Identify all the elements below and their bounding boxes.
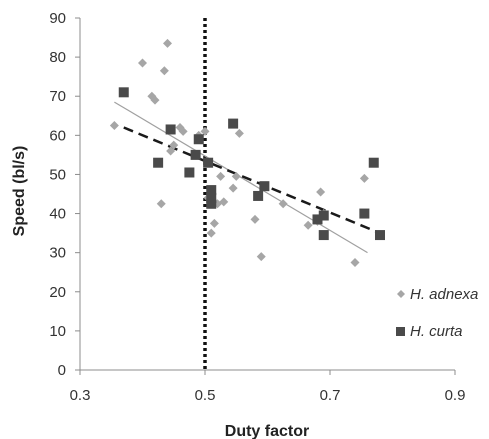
data-point-h-adnexa <box>303 220 313 230</box>
data-point-h-adnexa <box>219 197 229 207</box>
x-axis-ticks: 0.3 0.5 0.7 0.9 <box>70 370 466 404</box>
data-point-h-curta <box>359 208 370 219</box>
data-point-h-curta <box>318 210 329 221</box>
data-point-h-adnexa <box>178 126 188 136</box>
legend-label-h-adnexa: H. adnexa <box>410 286 478 303</box>
y-tick-label: 20 <box>49 284 66 301</box>
data-point-h-curta <box>206 185 217 196</box>
data-point-h-curta <box>318 230 329 241</box>
legend-marker-h-curta <box>396 327 405 336</box>
data-point-h-curta <box>206 192 217 203</box>
trendline-h-curta <box>123 126 381 235</box>
data-point-h-curta <box>190 149 201 160</box>
y-tick-label: 80 <box>49 49 66 66</box>
data-point-h-adnexa <box>234 128 244 138</box>
plot-area <box>79 18 455 371</box>
data-point-h-curta <box>206 198 217 209</box>
y-tick-label: 40 <box>49 206 66 223</box>
data-point-h-adnexa <box>163 38 172 48</box>
legend-label-h-curta: H. curta <box>410 323 463 340</box>
data-point-h-adnexa <box>231 171 241 181</box>
data-point-h-adnexa <box>316 187 326 197</box>
data-point-h-curta <box>184 167 195 178</box>
y-tick-label: 60 <box>49 127 66 144</box>
y-tick-label: 90 <box>49 10 66 27</box>
data-point-h-adnexa <box>159 66 169 76</box>
y-tick-label: 10 <box>49 323 66 340</box>
data-point-h-curta <box>259 181 270 192</box>
data-point-h-adnexa <box>206 228 216 238</box>
data-point-h-adnexa <box>156 199 166 209</box>
data-point-h-adnexa <box>150 95 160 105</box>
y-tick-label: 70 <box>49 88 66 105</box>
data-point-h-adnexa <box>109 121 119 131</box>
y-axis-title: Speed (bl/s) <box>11 146 28 237</box>
x-axis-title: Duty factor <box>225 423 309 439</box>
trendline-h-adnexa <box>114 101 368 254</box>
data-point-h-adnexa <box>256 252 266 262</box>
data-point-h-curta <box>228 118 239 129</box>
data-point-h-curta <box>153 157 164 168</box>
data-point-h-adnexa <box>209 218 219 228</box>
data-point-h-adnexa <box>216 171 226 181</box>
y-tick-label: 0 <box>58 362 66 379</box>
x-tick-label: 0.3 <box>70 387 91 404</box>
data-point-h-curta <box>312 214 323 225</box>
y-axis-ticks: 0 10 20 30 40 50 60 70 80 90 <box>49 10 80 379</box>
data-point-h-adnexa <box>250 214 260 224</box>
data-point-h-curta <box>203 157 214 168</box>
data-marks <box>109 38 385 267</box>
data-point-h-curta <box>118 87 129 98</box>
data-point-h-adnexa <box>200 126 210 136</box>
x-tick-label: 0.7 <box>320 387 341 404</box>
data-point-h-adnexa <box>228 183 238 193</box>
data-point-h-adnexa <box>350 257 360 267</box>
data-point-h-curta <box>193 134 204 145</box>
legend: H. adnexa H. curta <box>396 286 478 340</box>
x-tick-label: 0.9 <box>445 387 466 404</box>
data-point-h-adnexa <box>138 58 147 68</box>
legend-marker-h-adnexa <box>397 290 405 298</box>
x-tick-label: 0.5 <box>195 387 216 404</box>
y-tick-label: 50 <box>49 166 66 183</box>
data-point-h-curta <box>165 124 176 135</box>
data-point-h-curta <box>253 190 264 201</box>
data-point-h-adnexa <box>278 199 288 209</box>
data-point-h-curta <box>368 157 379 168</box>
y-tick-label: 30 <box>49 245 66 262</box>
data-point-h-adnexa <box>169 140 179 150</box>
data-point-h-adnexa <box>359 173 369 183</box>
data-point-h-curta <box>375 230 385 241</box>
